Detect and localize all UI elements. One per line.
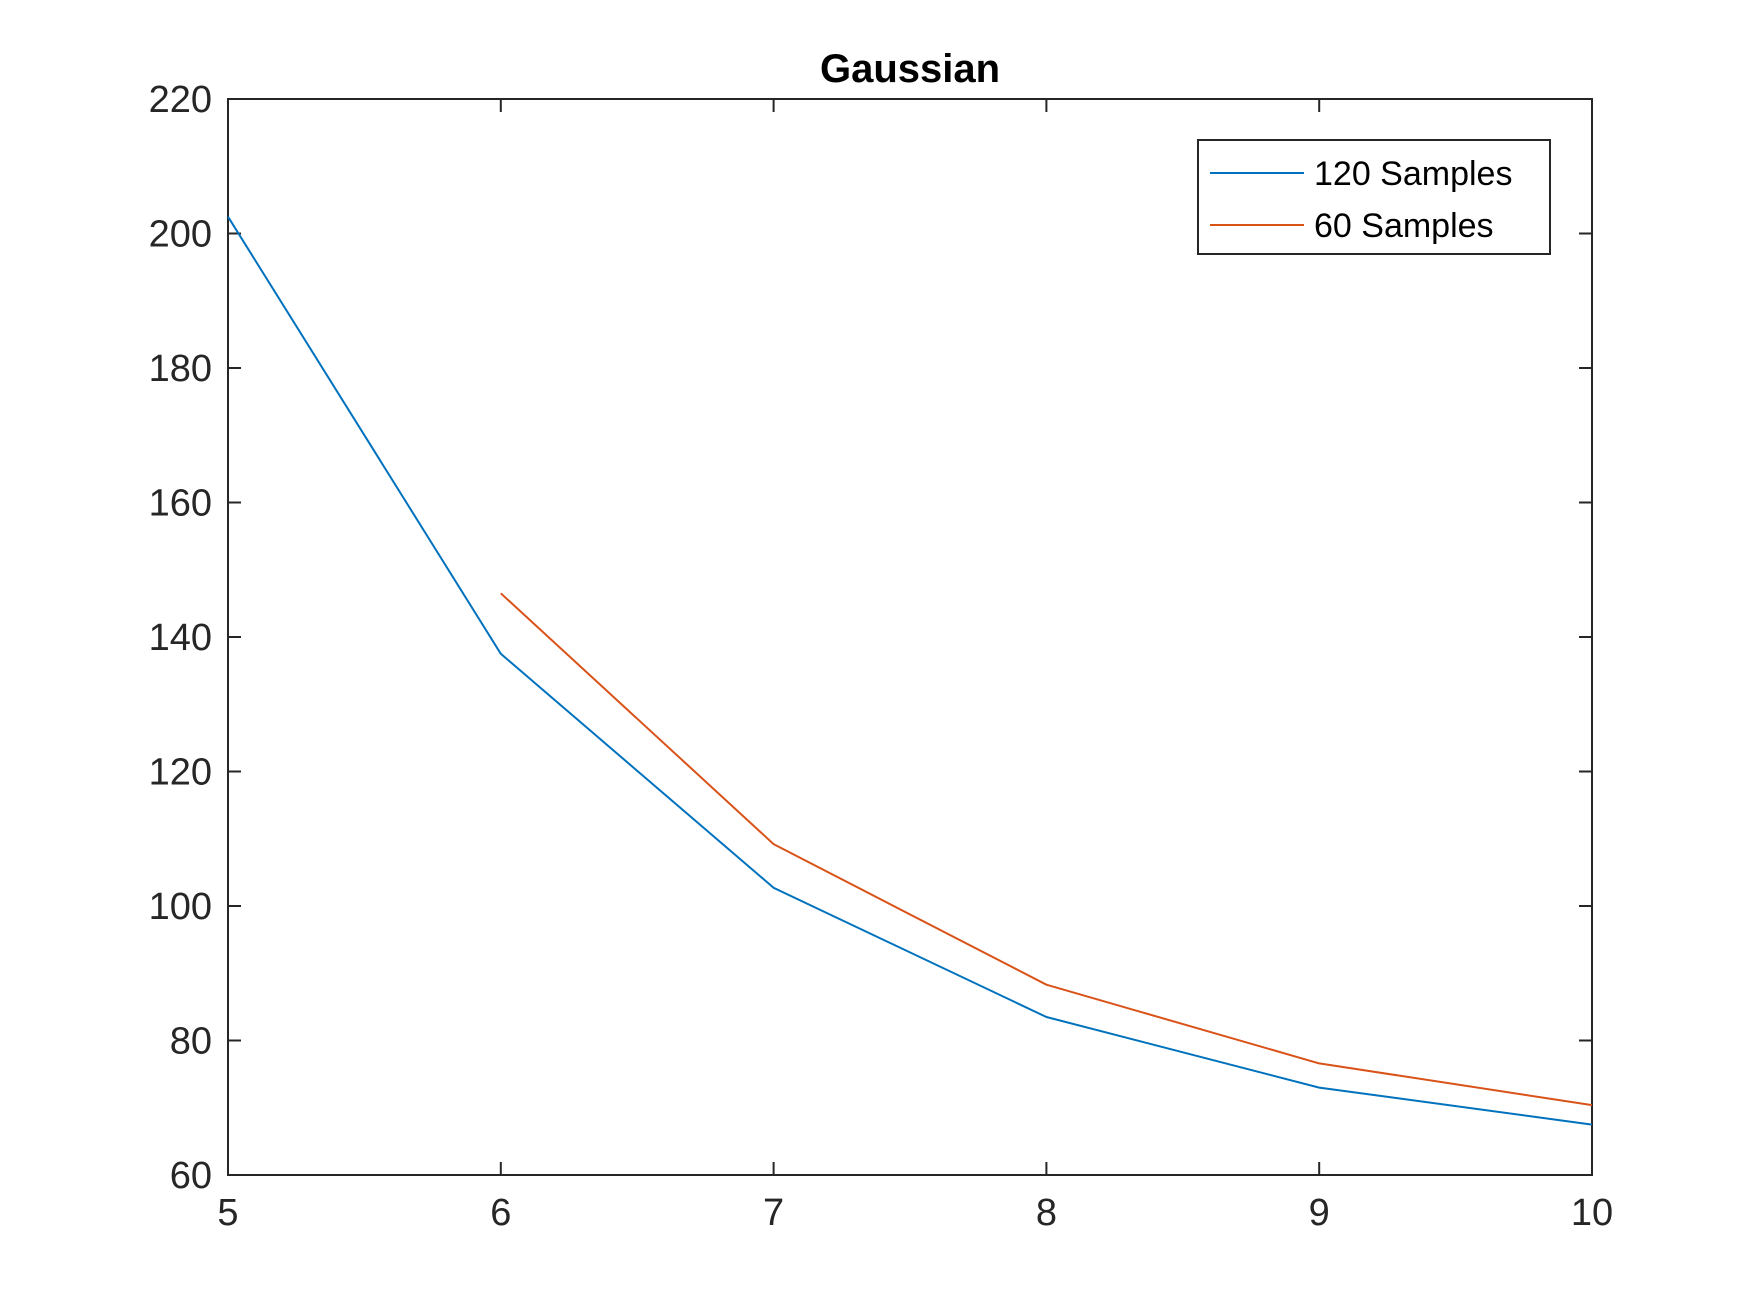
series-line-2 — [500, 592, 1593, 1107]
y-tick-label: 180 — [149, 348, 212, 390]
y-tick-label: 100 — [149, 886, 212, 928]
y-tick-label: 60 — [170, 1155, 212, 1197]
legend-box — [1197, 139, 1551, 255]
x-tick-label: 9 — [1309, 1192, 1330, 1234]
x-tick-label: 10 — [1571, 1192, 1613, 1234]
y-tick-label: 160 — [149, 483, 212, 525]
y-tick-label: 140 — [149, 617, 212, 659]
y-axis-ticks: 60 80 100 120 140 160 180 200 220 — [149, 79, 1592, 1197]
plot-area: 5 6 7 8 9 10 60 80 100 120 140 160 180 200 220 — [149, 79, 1614, 1234]
x-tick-label: 8 — [1036, 1192, 1057, 1234]
y-tick-label: 120 — [149, 752, 212, 794]
axes-box — [227, 98, 1593, 1176]
x-tick-label: 6 — [490, 1192, 511, 1234]
y-tick-label: 80 — [170, 1021, 212, 1063]
series-line-1 — [227, 216, 1593, 1126]
series-lines — [227, 216, 1593, 1126]
chart-title: Gaussian — [820, 47, 1000, 91]
legend-label-1: 120 Samples — [1314, 155, 1512, 193]
legend-label-2: 60 Samples — [1314, 207, 1494, 245]
x-axis-ticks: 5 6 7 8 9 10 — [217, 99, 1613, 1234]
y-tick-label: 200 — [149, 214, 212, 256]
x-tick-label: 7 — [763, 1192, 784, 1234]
y-tick-label: 220 — [149, 79, 212, 121]
legend-entries: 120 Samples 60 Samples — [1210, 155, 1512, 245]
x-tick-label: 5 — [217, 1192, 238, 1234]
legend: 120 Samples 60 Samples — [1197, 139, 1551, 255]
